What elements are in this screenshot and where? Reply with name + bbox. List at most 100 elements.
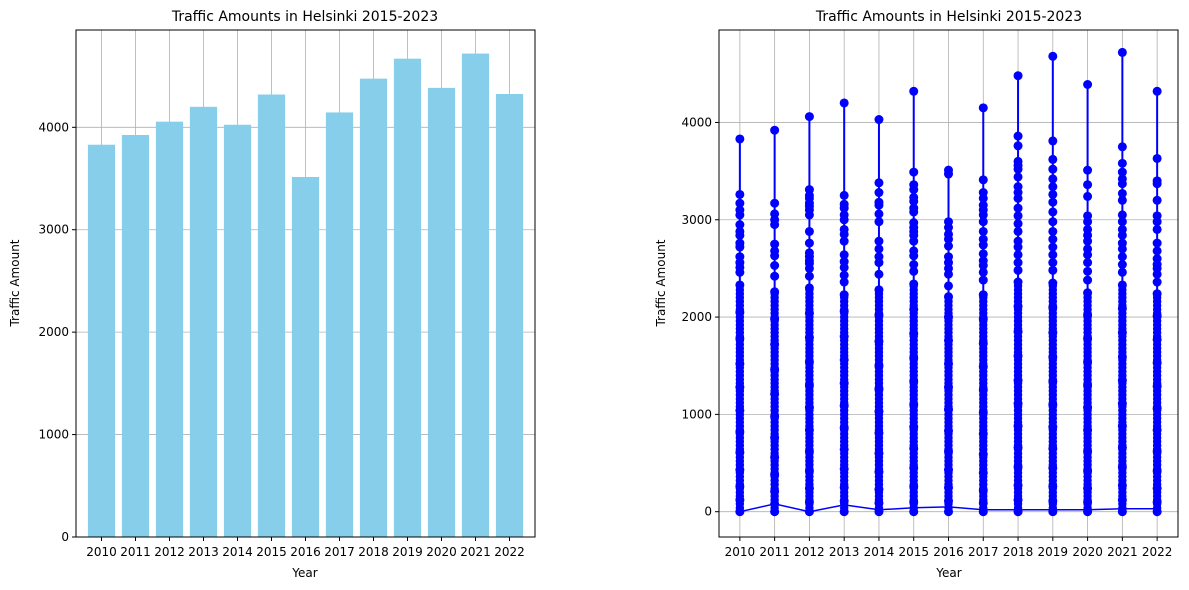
bar-2016 xyxy=(291,176,320,537)
line-chart-point xyxy=(944,335,953,345)
bar-2021 xyxy=(461,53,490,537)
line-chart-point xyxy=(909,192,919,202)
line-chart-point xyxy=(1083,403,1093,413)
bar-2010 xyxy=(87,144,116,537)
bar-chart-xtick-label: 2013 xyxy=(188,545,219,559)
line-chart-point xyxy=(735,507,745,517)
line-chart-year-column-2015 xyxy=(909,86,919,517)
line-chart-point xyxy=(1013,219,1023,229)
line-chart-point xyxy=(1083,244,1093,254)
line-chart-xtick-label: 2022 xyxy=(1142,545,1173,559)
bar-chart-bars xyxy=(87,53,524,538)
line-chart-point xyxy=(1117,507,1127,517)
line-chart-point xyxy=(909,376,919,386)
bar-2020 xyxy=(427,87,456,538)
line-chart-point xyxy=(978,226,988,236)
line-chart-point xyxy=(804,283,814,293)
bar-chart-y-ticks: 0 1000 2000 3000 4000 xyxy=(38,120,76,544)
line-chart-ytick-label: 1000 xyxy=(681,407,712,421)
line-chart-point xyxy=(874,115,884,125)
line-chart-point xyxy=(1048,226,1058,236)
line-chart-point xyxy=(1083,507,1093,517)
line-chart-point xyxy=(1013,327,1023,337)
line-chart-point xyxy=(909,353,919,363)
line-chart-point xyxy=(874,498,884,508)
line-chart-point xyxy=(1013,351,1023,361)
line-chart-point xyxy=(770,339,780,349)
line-chart-point xyxy=(978,175,988,185)
line-chart-point xyxy=(1152,483,1162,493)
line-chart-point xyxy=(1152,446,1162,456)
line-chart-ylabel: Traffic Amount xyxy=(654,239,668,327)
line-chart-point xyxy=(1048,174,1058,184)
line-chart-point xyxy=(1013,131,1023,141)
line-chart-point xyxy=(735,307,745,317)
line-chart-point xyxy=(1083,191,1093,201)
line-chart-point xyxy=(804,380,814,390)
line-chart-point xyxy=(1152,277,1162,287)
line-chart-point xyxy=(978,507,988,517)
line-chart-point xyxy=(1152,289,1162,299)
line-chart-point xyxy=(1013,480,1023,490)
bar-chart-ytick-label: 1000 xyxy=(38,428,69,442)
line-chart-point xyxy=(1013,442,1023,452)
line-chart-point xyxy=(909,497,919,507)
line-chart-point xyxy=(839,277,849,287)
line-chart-point xyxy=(944,281,953,291)
bar-2014 xyxy=(223,124,252,537)
line-chart-year-column-2010 xyxy=(735,134,745,517)
line-chart-point xyxy=(874,188,884,198)
line-chart-point xyxy=(1048,302,1058,312)
line-chart-point xyxy=(839,306,849,316)
line-chart-point xyxy=(770,198,780,208)
line-chart-point xyxy=(1013,301,1023,311)
line-chart-series xyxy=(735,47,1162,517)
line-chart-point xyxy=(978,385,988,395)
line-chart-point xyxy=(735,226,745,236)
line-chart-point xyxy=(944,165,953,175)
line-chart-point xyxy=(770,314,780,324)
line-chart-point xyxy=(804,308,814,318)
bar-2011 xyxy=(121,134,150,537)
line-chart-point xyxy=(1013,250,1023,260)
bar-chart-ytick-label: 3000 xyxy=(38,223,69,237)
line-chart-point xyxy=(1083,333,1093,343)
line-chart-point xyxy=(1083,266,1093,276)
line-chart-point xyxy=(978,498,988,508)
line-chart-point xyxy=(735,333,745,343)
line-chart-point xyxy=(874,217,884,227)
bar-chart-xtick-label: 2022 xyxy=(494,545,525,559)
line-chart-year-column-2019 xyxy=(1048,51,1058,517)
line-chart-point xyxy=(944,405,953,415)
line-chart-point xyxy=(944,426,953,436)
line-chart-point xyxy=(770,125,780,135)
line-chart-point xyxy=(1117,260,1127,270)
bar-chart-xtick-label: 2019 xyxy=(392,545,423,559)
line-chart-xtick-label: 2013 xyxy=(829,545,860,559)
line-chart-point xyxy=(839,464,849,474)
line-chart-point xyxy=(735,252,745,262)
line-chart-point xyxy=(1013,211,1023,221)
line-chart-point xyxy=(1013,421,1023,431)
line-chart-point xyxy=(804,248,814,258)
line-chart-point xyxy=(978,338,988,348)
line-chart-xtick-label: 2018 xyxy=(1003,545,1034,559)
line-chart-point xyxy=(874,252,884,262)
line-chart-point xyxy=(1083,483,1093,493)
line-chart-point xyxy=(839,190,849,200)
line-chart-point xyxy=(804,446,814,456)
line-chart-point xyxy=(1152,311,1162,321)
line-chart-xtick-label: 2011 xyxy=(759,545,790,559)
line-chart-point xyxy=(1117,195,1127,205)
line-chart-point xyxy=(1117,328,1127,338)
line-chart-point xyxy=(839,444,849,454)
line-chart-point xyxy=(804,271,814,281)
line-chart-ytick-label: 4000 xyxy=(681,115,712,129)
line-chart-point xyxy=(1117,495,1127,505)
line-chart-point xyxy=(1117,238,1127,248)
line-chart-point xyxy=(1013,399,1023,409)
line-chart-point xyxy=(770,271,780,281)
line-chart-point xyxy=(1048,376,1058,386)
line-chart-point xyxy=(1152,176,1162,186)
